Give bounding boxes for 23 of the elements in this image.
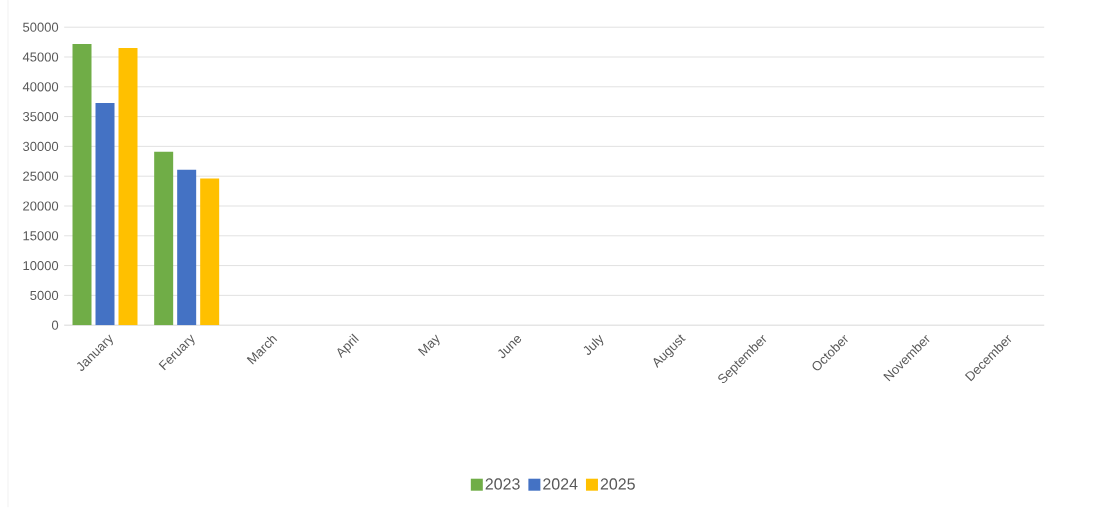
y-tick-label: 10000 — [23, 260, 59, 271]
y-tick-label: 20000 — [23, 201, 59, 211]
bar — [154, 151, 174, 326]
y-tick-label: 25000 — [23, 171, 59, 181]
x-tick-label: June — [498, 335, 522, 359]
x-tick-label: July — [583, 334, 604, 355]
bar — [177, 169, 197, 326]
bar — [118, 47, 138, 326]
legend-label: 2025 — [600, 478, 635, 490]
y-tick-label: 40000 — [22, 82, 59, 92]
y-tick-label: 5000 — [30, 290, 59, 300]
legend-label: 2023 — [485, 478, 520, 490]
bar — [95, 102, 115, 326]
y-tick-label: 50000 — [23, 22, 59, 32]
y-tick-label: 35000 — [23, 111, 59, 122]
bar — [72, 43, 92, 326]
y-tick-label: 30000 — [23, 141, 59, 151]
x-tick-label: May — [417, 334, 440, 356]
y-tick-label: 0 — [51, 320, 59, 330]
bar — [200, 178, 220, 326]
y-tick-label: 15000 — [23, 231, 59, 241]
legend-label: 2024 — [543, 478, 578, 490]
y-tick-label: 45000 — [22, 52, 59, 62]
